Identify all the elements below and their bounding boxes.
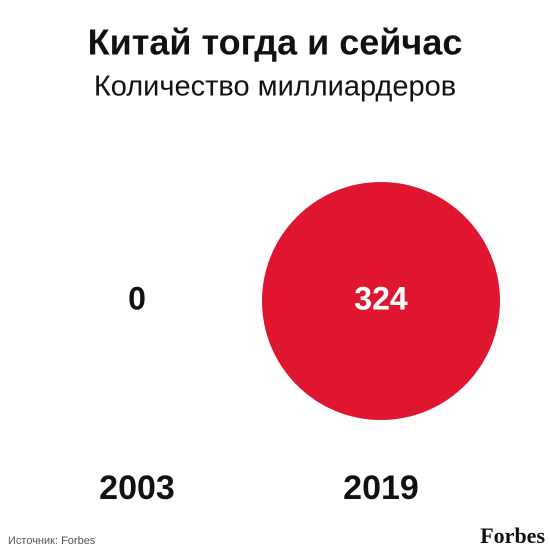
- category-label: 2019: [343, 469, 419, 507]
- chart-title: Китай тогда и сейчас: [88, 22, 463, 63]
- category-label: 2003: [99, 469, 175, 507]
- logo: Forbes: [480, 523, 545, 548]
- chart-subtitle: Количество миллиардеров: [94, 71, 456, 103]
- value-label: 0: [128, 280, 146, 316]
- value-label: 324: [354, 280, 408, 316]
- source: Источник: Forbes: [8, 535, 96, 547]
- bubble: [262, 182, 500, 420]
